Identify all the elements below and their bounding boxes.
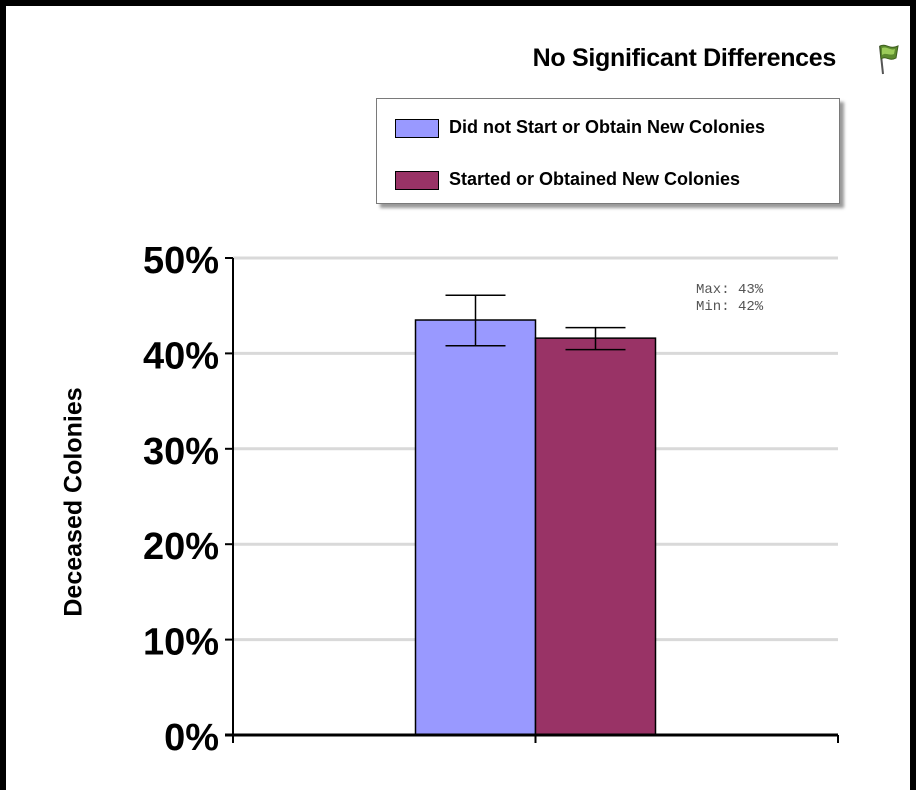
legend-label: Started or Obtained New Colonies [449, 169, 741, 189]
flag-icon[interactable] [872, 42, 902, 76]
chart-panel: No Significant Differences Did not Start… [6, 6, 910, 790]
bar [534, 337, 657, 736]
legend-label: Did not Start or Obtain New Colonies [449, 117, 766, 137]
max-annotation: Max: 43% [696, 282, 764, 298]
min-max-annotation: Max: 43% Min: 42% [696, 282, 763, 316]
y-tick-label: 10% [143, 622, 219, 664]
bar [414, 319, 537, 736]
legend-swatch [395, 171, 439, 190]
chart-plot: 0% 10% 20% 30% 40% 50% [143, 240, 839, 759]
legend-swatch [395, 119, 439, 138]
y-tick-label: 0% [164, 717, 219, 759]
y-tick-label: 20% [143, 526, 219, 568]
chart-title: No Significant Differences [532, 44, 837, 72]
y-tick-label: 30% [143, 431, 219, 473]
y-tick-label: 50% [143, 240, 219, 282]
min-annotation: Min: 42% [696, 299, 764, 315]
chart-legend: Did not Start or Obtain New Colonies Sta… [376, 98, 840, 204]
y-tick-label: 40% [143, 335, 219, 377]
